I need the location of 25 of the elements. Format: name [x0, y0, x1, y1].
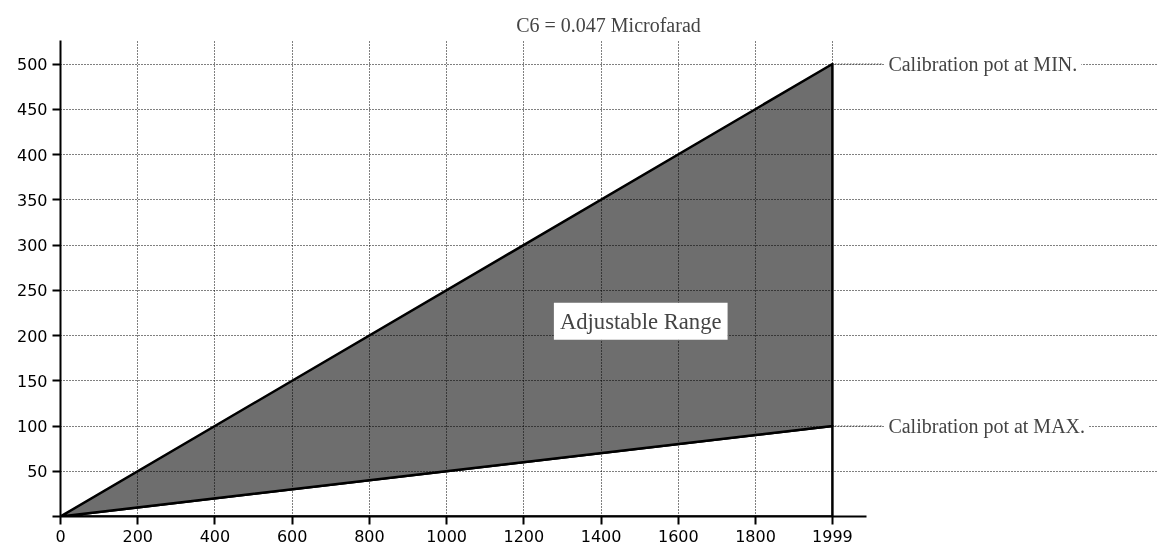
- x-tick-label: 600: [276, 526, 308, 546]
- y-tick-label: 500: [16, 55, 48, 75]
- y-tick-label: 450: [16, 100, 48, 120]
- y-tick-label: 100: [16, 417, 48, 437]
- x-tick-label: 1800: [735, 526, 776, 546]
- annotation: Calibration pot at MAX.: [888, 415, 1086, 439]
- x-tick-label: 200: [122, 526, 154, 546]
- annotation: Adjustable Range: [559, 308, 722, 334]
- y-tick-label: 350: [16, 190, 48, 210]
- annotation: Calibration pot at MIN.: [888, 53, 1078, 77]
- y-tick-label: 400: [16, 145, 48, 165]
- y-tick-label: 200: [16, 326, 48, 346]
- y-tick-label: 250: [16, 281, 48, 301]
- x-tick-label: 1200: [503, 526, 545, 546]
- chart-title: C6 = 0.047 Microfarad: [516, 13, 701, 36]
- y-tick-label: 150: [16, 371, 48, 391]
- y-tick-label: 50: [27, 462, 48, 482]
- x-tick-label: 1600: [657, 526, 699, 546]
- x-tick-label: 400: [199, 526, 231, 546]
- x-tick-label: 0: [55, 526, 66, 546]
- x-tick-label: 800: [354, 526, 385, 546]
- x-tick-label: 1000: [426, 526, 467, 546]
- y-tick-label: 300: [16, 236, 48, 256]
- x-tick-label: 1400: [580, 526, 622, 546]
- x-tick-label: 1999: [812, 526, 853, 546]
